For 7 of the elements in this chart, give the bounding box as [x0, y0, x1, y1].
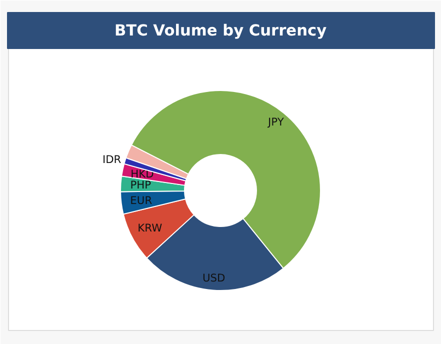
slice-label: KRW: [138, 222, 163, 235]
slice-label: EUR: [130, 194, 153, 208]
slice-label: PHP: [130, 178, 152, 192]
slice-label: IDR: [102, 153, 122, 166]
slice-label: USD: [202, 272, 226, 285]
slice-label: JPY: [267, 116, 284, 129]
chart-title: BTC Volume by Currency: [114, 22, 327, 40]
